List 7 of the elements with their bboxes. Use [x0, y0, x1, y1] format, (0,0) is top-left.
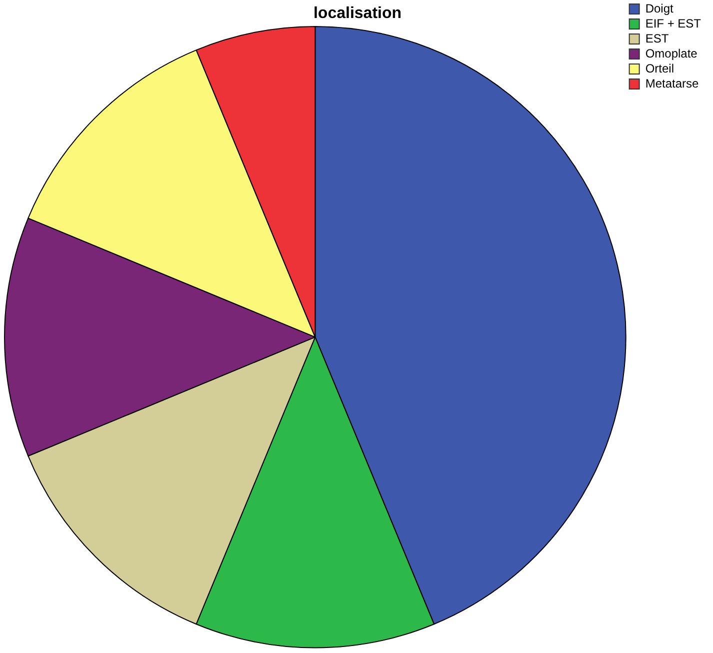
legend-label: Doigt — [645, 1, 674, 16]
legend-label: Metatarse — [645, 76, 699, 90]
legend-label: Omoplate — [645, 46, 698, 60]
legend-label: EIF + EST — [645, 16, 702, 30]
legend-label: EST — [645, 31, 670, 46]
legend-label: Orteil — [645, 61, 674, 76]
chart-title: localisation — [313, 5, 402, 22]
